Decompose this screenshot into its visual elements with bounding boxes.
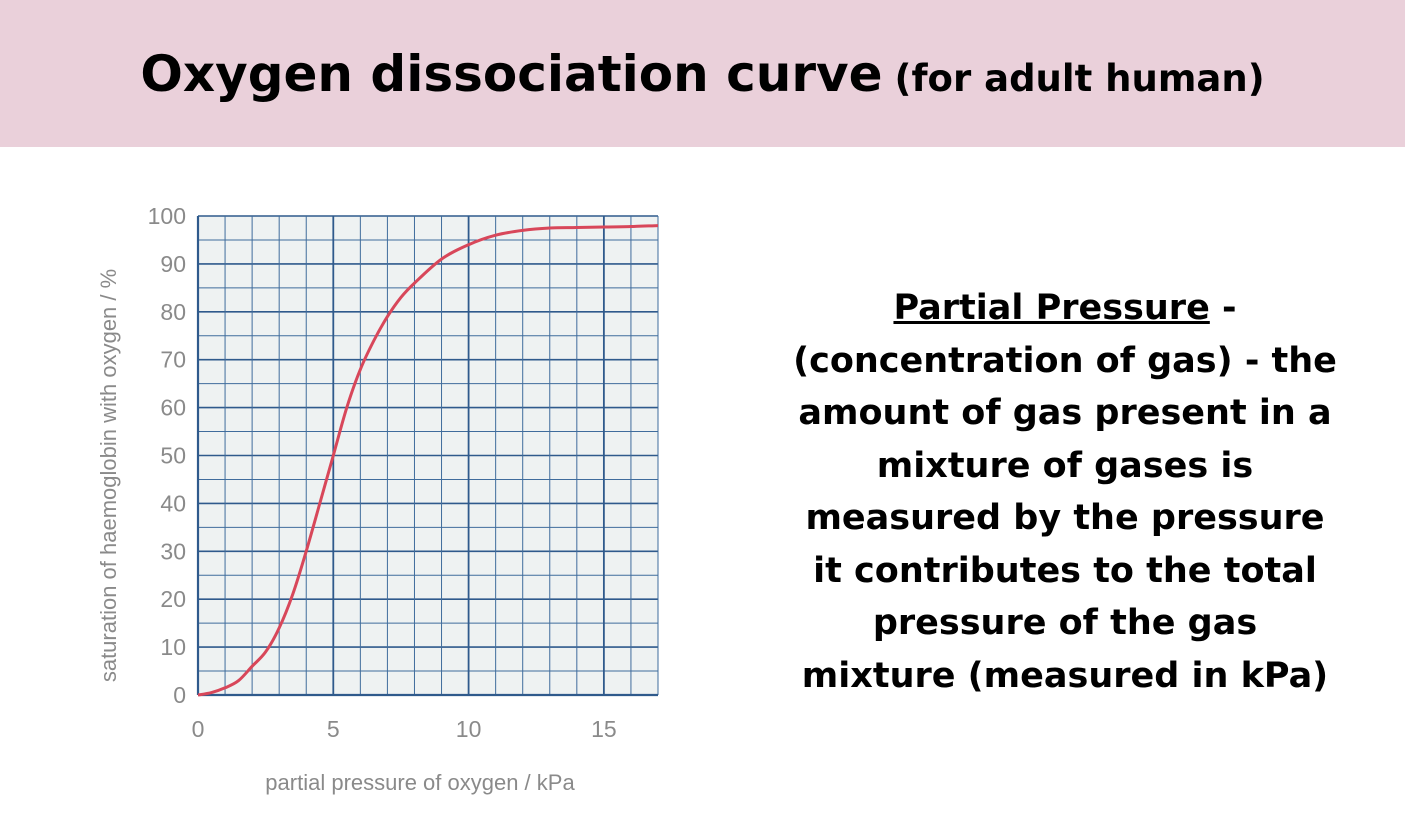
y-tick-labels: 0 10 20 30 40 50 60 70 80 90 100 bbox=[148, 203, 186, 708]
chart-svg: 0 10 20 30 40 50 60 70 80 90 100 0 5 10 15 saturation… bbox=[96, 203, 659, 795]
y-tick-label: 100 bbox=[148, 203, 186, 229]
x-tick-label: 10 bbox=[456, 716, 482, 742]
definition-line: mixture (measured in kPa) bbox=[801, 655, 1329, 696]
definition-line: (concentration of gas) - the bbox=[793, 340, 1337, 381]
y-tick-label: 90 bbox=[160, 251, 186, 277]
definition-text: Partial Pressure - (concentration of gas… bbox=[760, 282, 1370, 702]
x-tick-label: 0 bbox=[192, 716, 205, 742]
y-tick-label: 70 bbox=[160, 347, 186, 373]
x-tick-label: 5 bbox=[327, 716, 340, 742]
title-main: Oxygen dissociation curve bbox=[140, 44, 883, 103]
y-tick-label: 10 bbox=[160, 634, 186, 660]
title-subtitle: (for adult human) bbox=[894, 56, 1265, 100]
y-tick-label: 80 bbox=[160, 299, 186, 325]
y-tick-label: 50 bbox=[160, 443, 186, 469]
definition-line: it contributes to the total bbox=[813, 550, 1317, 591]
definition-term: Partial Pressure bbox=[893, 288, 1210, 328]
y-tick-label: 0 bbox=[173, 682, 186, 708]
y-tick-label: 30 bbox=[160, 538, 186, 564]
title-banner: Oxygen dissociation curve (for adult huma… bbox=[0, 0, 1405, 147]
x-axis-label: partial pressure of oxygen / kPa bbox=[265, 770, 575, 795]
y-tick-label: 40 bbox=[160, 490, 186, 516]
definition-line: mixture of gases is bbox=[876, 445, 1254, 486]
definition-line: measured by the pressure bbox=[805, 498, 1325, 538]
definition-term-suffix: - bbox=[1209, 288, 1237, 328]
x-tick-label: 15 bbox=[591, 716, 617, 742]
definition-line: amount of gas present in a bbox=[798, 393, 1332, 433]
definition-line: pressure of the gas bbox=[872, 603, 1258, 643]
page-title: Oxygen dissociation curve (for adult huma… bbox=[140, 45, 1264, 103]
y-tick-label: 20 bbox=[160, 586, 186, 612]
series-line-curve bbox=[197, 224, 659, 697]
definition-heading: Partial Pressure - bbox=[760, 282, 1370, 335]
x-tick-labels: 0 5 10 15 bbox=[192, 716, 617, 742]
y-tick-label: 60 bbox=[160, 395, 186, 421]
grid bbox=[196, 215, 659, 697]
y-axis-label: saturation of haemoglobin with oxygen / … bbox=[96, 269, 121, 682]
oxygen-dissociation-chart: 0 10 20 30 40 50 60 70 80 90 100 0 5 10 15 saturation… bbox=[80, 190, 680, 810]
